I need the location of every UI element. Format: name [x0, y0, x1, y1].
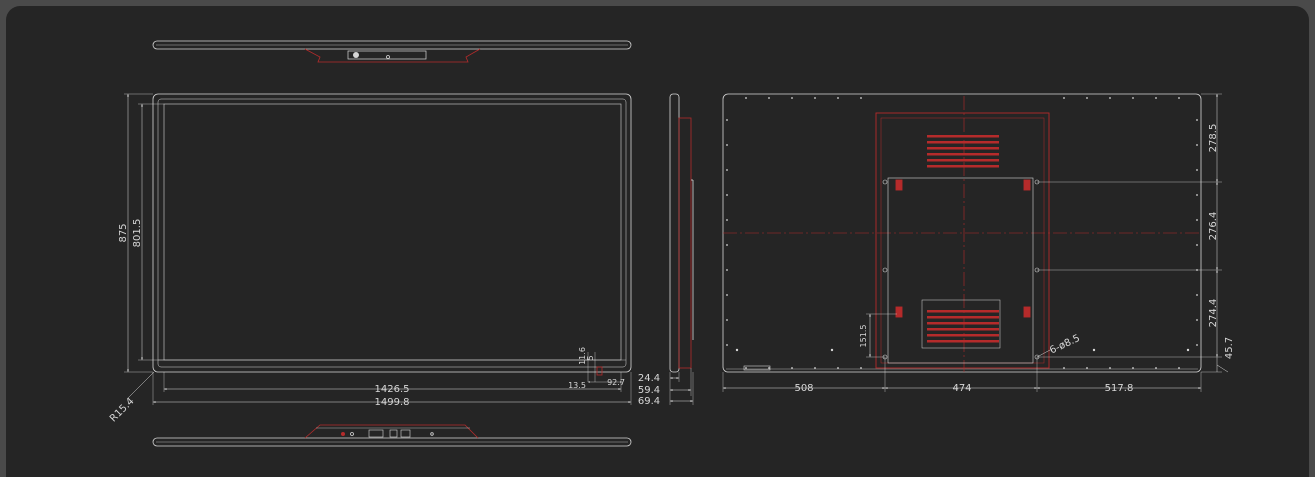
dim-vesa-height: 151.5	[859, 325, 868, 348]
front-view	[124, 93, 632, 405]
dim-13-5: 13.5	[568, 381, 586, 390]
top-view	[152, 40, 632, 63]
dim-height-inner: 801.5	[132, 219, 143, 248]
dim-bottom-left: 508	[794, 383, 813, 394]
dim-depth-3: 69.4	[638, 396, 660, 407]
dim-vertical-1: 278.5	[1208, 124, 1219, 153]
vent-grille-top	[927, 135, 999, 168]
dim-92-7: 92.7	[607, 378, 625, 387]
dim-hole-callout: 6-ø8.5	[1048, 333, 1082, 356]
dim-11-6: 11.6	[578, 347, 587, 365]
dim-vertical-4: 45.7	[1224, 337, 1235, 359]
dim-corner-radius: R15.4	[108, 396, 136, 424]
dim-width-outer: 1499.8	[375, 397, 410, 408]
dim-5: 5	[586, 355, 595, 360]
dim-bottom-mid: 474	[952, 383, 971, 394]
back-view	[722, 93, 1229, 392]
dim-depth-1: 24.4	[638, 373, 660, 384]
border-screws	[726, 97, 1198, 369]
vent-grille-bottom	[927, 310, 999, 343]
bottom-view	[152, 424, 632, 447]
rear-cover	[723, 96, 1201, 372]
dim-bottom-right: 517.8	[1105, 383, 1134, 394]
dimension-labels: 875 801.5 R15.4 1426.5 1499.8 11.6 5 13.…	[108, 124, 1235, 425]
dim-width-inner: 1426.5	[375, 384, 410, 395]
technical-drawing: 875 801.5 R15.4 1426.5 1499.8 11.6 5 13.…	[108, 40, 1235, 447]
dim-vertical-3: 274.4	[1208, 299, 1219, 328]
dim-depth-2: 59.4	[638, 385, 660, 396]
drawing-frame: 875 801.5 R15.4 1426.5 1499.8 11.6 5 13.…	[6, 6, 1309, 477]
side-view	[669, 93, 694, 405]
dim-height-outer: 875	[118, 223, 129, 242]
dim-vertical-2: 276.4	[1208, 212, 1219, 241]
